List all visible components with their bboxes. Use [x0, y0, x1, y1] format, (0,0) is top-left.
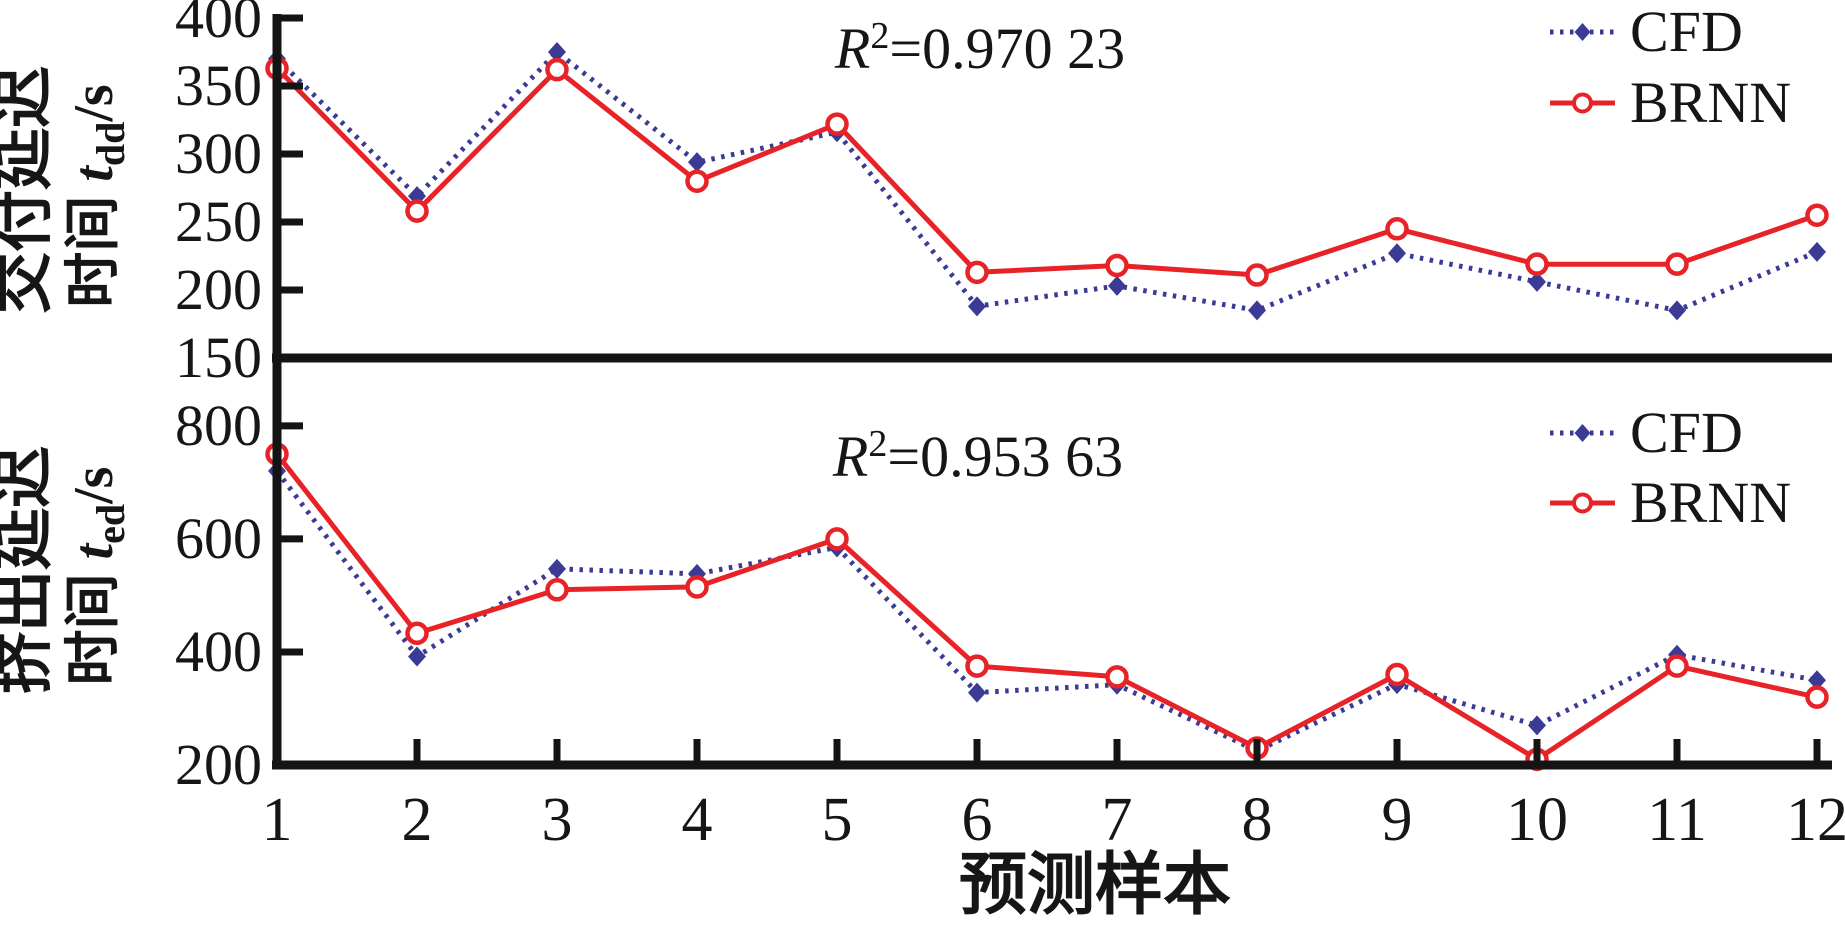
legend-sample-marker: [1572, 92, 1593, 114]
bottom-cfd-line: [275, 469, 1818, 754]
cfd-marker-point-4: [688, 152, 706, 173]
brnn-marker-point-7: [1105, 665, 1129, 689]
x-tick-label-2: 2: [402, 786, 433, 854]
bottom-r2-annotation: R2=0.953 63: [832, 423, 1123, 489]
top-r2-annotation: R2=0.970 23: [834, 15, 1125, 81]
cfd-marker-point-8: [1248, 300, 1266, 321]
bottom-y-tick-label-200: 200: [175, 732, 262, 797]
cfd-marker-point-2: [408, 646, 426, 667]
brnn-marker-point-10: [1525, 252, 1549, 276]
brnn-marker-point-5: [825, 527, 849, 551]
x-tick-label-1: 1: [262, 786, 293, 854]
x-tick-label-8: 8: [1242, 786, 1273, 854]
x-axis-title: 预测样本: [959, 847, 1231, 923]
legend-sample-marker: [1572, 492, 1593, 514]
top-cfd-line: [275, 49, 1818, 313]
cfd-marker-point-12: [1808, 670, 1826, 691]
brnn-marker-point-11: [1665, 654, 1689, 678]
x-tick-label-10: 10: [1506, 786, 1568, 854]
cfd-marker-point-12: [1808, 241, 1826, 262]
brnn-marker-point-11: [1665, 252, 1689, 276]
brnn-marker-point-9: [1385, 662, 1409, 687]
bottom-y-axis-title-line2: 时间 ted/s: [63, 467, 133, 686]
legend-label: CFD: [1630, 400, 1743, 465]
brnn-marker-point-3: [545, 57, 569, 82]
brnn-marker-point-12: [1805, 685, 1829, 709]
cfd-marker-point-6: [968, 682, 986, 703]
cfd-marker-point-3: [548, 558, 566, 579]
legend-label: CFD: [1630, 0, 1743, 64]
bottom-y-axis-title-line1: 挤出延迟: [0, 446, 58, 694]
brnn-marker-point-6: [965, 654, 989, 678]
bottom-y-tick-label-800: 800: [175, 393, 262, 458]
bottom-brnn-line: [275, 452, 1818, 762]
top-brnn-markers: [265, 56, 1829, 287]
top-brnn-line: [275, 66, 1818, 278]
x-tick-label-4: 4: [682, 786, 713, 854]
x-tick-label-7: 7: [1102, 786, 1133, 854]
x-tick-label-11: 11: [1647, 786, 1707, 854]
x-tick-label-3: 3: [542, 786, 573, 854]
bottom-brnn-markers: [265, 442, 1829, 772]
cfd-marker-point-7: [1108, 275, 1126, 296]
top-cfd-markers: [268, 42, 1826, 321]
cfd-marker-point-3: [548, 42, 566, 62]
top-y-tick-label-350: 350: [175, 53, 262, 118]
top-y-tick-label-200: 200: [175, 257, 262, 322]
brnn-marker-point-7: [1105, 253, 1129, 278]
brnn-marker-point-4: [685, 575, 709, 599]
bottom-legend-entry-cfd: CFD: [1550, 400, 1743, 465]
brnn-marker-point-4: [685, 169, 709, 193]
legend-sample-marker: [1574, 424, 1591, 442]
bottom-legend-entry-brnn: BRNN: [1550, 470, 1791, 535]
top-y-tick-label-250: 250: [175, 189, 262, 254]
x-tick-label-9: 9: [1382, 786, 1413, 854]
top-y-tick-label-400: 400: [175, 0, 262, 50]
x-tick-label-6: 6: [962, 786, 993, 854]
brnn-marker-point-2: [405, 621, 429, 646]
bottom-y-tick-label-600: 600: [175, 506, 262, 571]
brnn-marker-point-6: [965, 260, 989, 285]
cfd-marker-point-6: [968, 296, 986, 317]
legend-label: BRNN: [1630, 470, 1791, 535]
x-tick-label-12: 12: [1786, 786, 1845, 854]
top-y-axis-title-line2: 时间 tdd/s: [63, 84, 133, 307]
brnn-marker-point-9: [1385, 217, 1409, 241]
legend-label: BRNN: [1630, 70, 1791, 135]
top-legend-entry-cfd: CFD: [1550, 0, 1743, 64]
cfd-marker-point-10: [1528, 715, 1546, 736]
brnn-marker-point-12: [1805, 203, 1829, 227]
brnn-marker-point-5: [825, 112, 849, 136]
top-y-axis-title-line1: 交付延迟: [0, 66, 58, 314]
cfd-marker-point-9: [1388, 243, 1406, 264]
brnn-marker-point-2: [405, 199, 429, 223]
brnn-marker-point-3: [545, 578, 569, 602]
cfd-marker-point-10: [1528, 271, 1546, 292]
brnn-marker-point-8: [1245, 263, 1269, 287]
x-tick-label-5: 5: [822, 786, 853, 854]
legend-sample-marker: [1574, 23, 1591, 41]
top-y-tick-label-300: 300: [175, 121, 262, 186]
top-legend-entry-brnn: BRNN: [1550, 70, 1791, 135]
cfd-marker-point-11: [1668, 300, 1686, 321]
bottom-y-tick-label-400: 400: [175, 619, 262, 684]
top-y-tick-label-150: 150: [175, 325, 262, 390]
